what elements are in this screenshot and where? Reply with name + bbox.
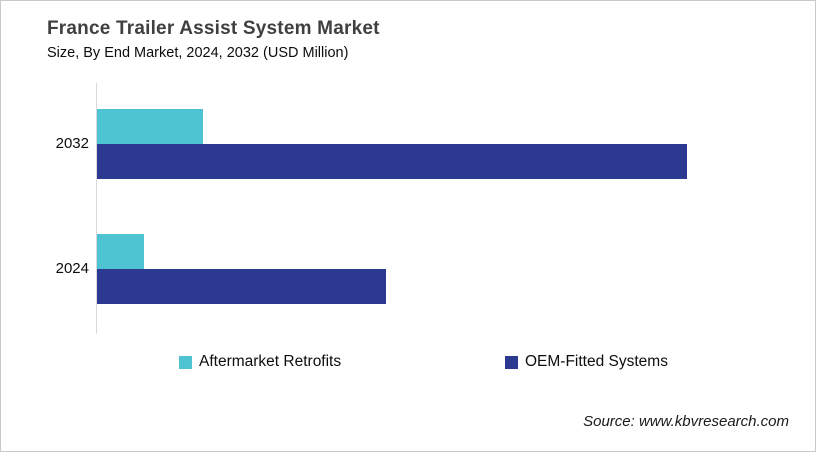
bar-2032-aftermarket-retrofits xyxy=(97,109,203,144)
chart-header: France Trailer Assist System Market Size… xyxy=(47,18,380,61)
y-axis-line xyxy=(96,83,97,334)
bar-2024-aftermarket-retrofits xyxy=(97,234,144,269)
bar-group-2032: 2032 xyxy=(56,109,687,179)
bar-2032-oem-fitted-systems xyxy=(97,144,687,179)
source-credit: Source: www.kbvresearch.com xyxy=(583,413,789,430)
chart-title: France Trailer Assist System Market xyxy=(47,18,380,39)
legend-label-aftermarket: Aftermarket Retrofits xyxy=(199,353,342,370)
legend-item-aftermarket: Aftermarket Retrofits xyxy=(179,353,341,371)
legend-swatch-oem xyxy=(505,355,518,369)
legend-item-oem: OEM-Fitted Systems xyxy=(505,353,668,371)
plot-area: 2032 2024 xyxy=(1,83,815,334)
chart-subtitle: Size, By End Market, 2024, 2032 (USD Mil… xyxy=(47,45,349,61)
category-label-2024: 2024 xyxy=(55,260,89,277)
bar-2024-oem-fitted-systems xyxy=(97,269,386,304)
bar-group-2024: 2024 xyxy=(56,234,386,304)
category-label-2032: 2032 xyxy=(55,135,89,152)
legend-label-oem: OEM-Fitted Systems xyxy=(525,353,668,370)
legend-swatch-aftermarket xyxy=(179,355,192,369)
legend: Aftermarket Retrofits OEM-Fitted Systems xyxy=(1,353,815,375)
